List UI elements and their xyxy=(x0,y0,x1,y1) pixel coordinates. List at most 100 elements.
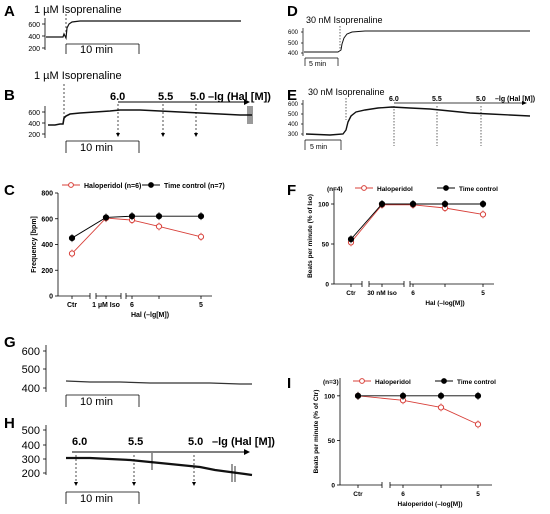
panel-letter-d: D xyxy=(287,3,298,20)
series-line xyxy=(350,204,484,243)
y-tick-label: 50 xyxy=(322,242,330,249)
y-tick-label: 0 xyxy=(49,294,53,301)
panel-letter-c: C xyxy=(4,182,15,199)
data-point xyxy=(155,213,163,220)
legend-marker xyxy=(443,185,449,191)
panel-d-ytick: 500 xyxy=(288,41,299,47)
panel-b: B 1 µM Isoprenaline 600 400 200 6.0 5.5 … xyxy=(4,70,271,154)
panel-letter-f: F xyxy=(287,182,296,199)
panel-b-ytick: 400 xyxy=(28,121,40,128)
x-tick-label: Ctr xyxy=(353,491,363,498)
panel-d: D 30 nM Isoprenaline 600 500 400 5 min xyxy=(287,3,530,68)
panel-b-trace xyxy=(48,109,252,126)
panel-h-scalebar-label: 10 min xyxy=(80,493,113,505)
data-point xyxy=(68,250,76,257)
panel-a-drug-label: 1 µM Isoprenaline xyxy=(34,4,122,16)
panel-h: H 500 400 300 200 6.0 5.5 5.0 –lg (Hal [… xyxy=(4,415,275,505)
y-axis-label: Beats per minute (% of Ctr) xyxy=(313,390,320,474)
x-tick-label: 1 µM Iso xyxy=(92,302,120,309)
data-point xyxy=(354,392,362,399)
panel-e-drug-label: 30 nM Isoprenaline xyxy=(308,87,385,97)
panel-a-ytick: 200 xyxy=(28,46,40,53)
y-tick-label: 100 xyxy=(318,202,329,209)
panel-b-ytick: 600 xyxy=(28,110,40,117)
x-axis-label: Hal (–lg[M]) xyxy=(131,312,169,319)
data-point xyxy=(441,200,449,208)
panel-e-ytick: 600 xyxy=(288,102,299,108)
panel-h-ytick: 500 xyxy=(22,425,40,437)
y-tick-label: 50 xyxy=(328,438,336,445)
panel-g-ytick: 500 xyxy=(22,364,40,376)
data-point xyxy=(68,234,76,242)
panel-d-drug-label: 30 nM Isoprenaline xyxy=(306,15,383,25)
panel-h-dose: 6.0 xyxy=(72,436,87,448)
y-tick-label: 800 xyxy=(41,191,53,198)
y-tick-label: 100 xyxy=(324,393,335,400)
y-tick-label: 0 xyxy=(331,483,335,490)
panel-g-trace xyxy=(65,380,252,385)
legend-label: Time control xyxy=(457,379,496,386)
chart-i: 0 50 100 Ctr 6 5 Haloperidol (–log[M]) Beats pe… xyxy=(313,378,496,508)
panel-d-ytick: 400 xyxy=(288,51,299,57)
panel-b-arrow-label: –lg (Hal [M]) xyxy=(208,91,271,103)
y-tick-label: 600 xyxy=(41,216,53,223)
panel-a-trace xyxy=(46,20,241,41)
panel-g: G 600 500 400 10 min xyxy=(4,334,252,408)
panel-letter-e: E xyxy=(287,87,297,104)
panel-d-trace xyxy=(304,30,530,53)
legend-n: (n=3) xyxy=(323,379,339,386)
x-tick-label: 6 xyxy=(411,290,415,297)
panel-letter-i: I xyxy=(287,375,291,392)
panel-b-scalebar-label: 10 min xyxy=(80,142,113,154)
panel-i: I 0 50 100 Ctr 6 5 Haloperidol (–log[M]) Beats … xyxy=(287,375,496,508)
series-line xyxy=(350,203,483,240)
panel-b-dose: 6.0 xyxy=(110,91,125,103)
panel-e-dose: 5.0 xyxy=(476,96,486,103)
legend-n: (n=4) xyxy=(327,186,343,193)
panel-e-ytick: 300 xyxy=(288,132,299,138)
legend-label: Time control (n=7) xyxy=(164,183,225,190)
panel-h-trace xyxy=(66,456,253,477)
series-line xyxy=(71,215,201,239)
panel-g-ytick: 600 xyxy=(22,346,40,358)
legend-label: Haloperidol xyxy=(375,379,411,386)
panel-e-arrow-label: –lg (Hal [M]) xyxy=(495,96,535,103)
y-axis-label: Frequency [bpm] xyxy=(31,216,38,273)
data-point xyxy=(128,213,136,220)
data-point xyxy=(197,213,205,220)
panel-d-ytick: 600 xyxy=(288,30,299,36)
data-point xyxy=(347,236,355,243)
data-point xyxy=(399,392,407,399)
x-tick-label: 6 xyxy=(130,302,134,309)
panel-e-ytick: 500 xyxy=(288,112,299,118)
data-point xyxy=(437,404,445,411)
panel-g-ytick: 400 xyxy=(22,383,40,395)
data-point xyxy=(437,392,445,399)
panel-c: C 0 200 400 600 800 Ctr 1 µM Iso 6 5 Hal (–lg[M])… xyxy=(4,182,225,319)
legend-marker xyxy=(359,378,365,384)
legend-marker xyxy=(148,182,154,188)
data-point xyxy=(378,200,386,208)
panel-a: A 1 µM Isoprenaline 600 400 200 10 min xyxy=(4,3,241,56)
panel-h-dose: 5.5 xyxy=(128,436,143,448)
data-point xyxy=(474,392,482,399)
panel-h-dose: 5.0 xyxy=(188,436,203,448)
chart-c: 0 200 400 600 800 Ctr 1 µM Iso 6 5 Hal (–lg[M]) Fr… xyxy=(31,182,225,319)
x-tick-label: Ctr xyxy=(346,290,356,297)
panel-letter-a: A xyxy=(4,3,15,20)
panel-h-ytick: 200 xyxy=(22,468,40,480)
data-point xyxy=(197,233,205,240)
x-tick-label: 5 xyxy=(199,302,203,309)
y-tick-label: 400 xyxy=(41,242,53,249)
panel-f: F 0 50 100 Ctr 30 nM Iso 6 5 Hal (–log[M]) Beats… xyxy=(287,182,498,307)
x-tick-label: 5 xyxy=(476,491,480,498)
x-tick-label: 6 xyxy=(401,491,405,498)
x-tick-label: Ctr xyxy=(67,302,77,309)
chart-f: 0 50 100 Ctr 30 nM Iso 6 5 Hal (–log[M]) Beats p… xyxy=(307,185,498,307)
panel-letter-b: B xyxy=(4,87,15,104)
panel-h-ytick: 400 xyxy=(22,440,40,452)
y-tick-label: 0 xyxy=(325,282,329,289)
data-point xyxy=(409,200,417,208)
data-point xyxy=(474,421,482,428)
